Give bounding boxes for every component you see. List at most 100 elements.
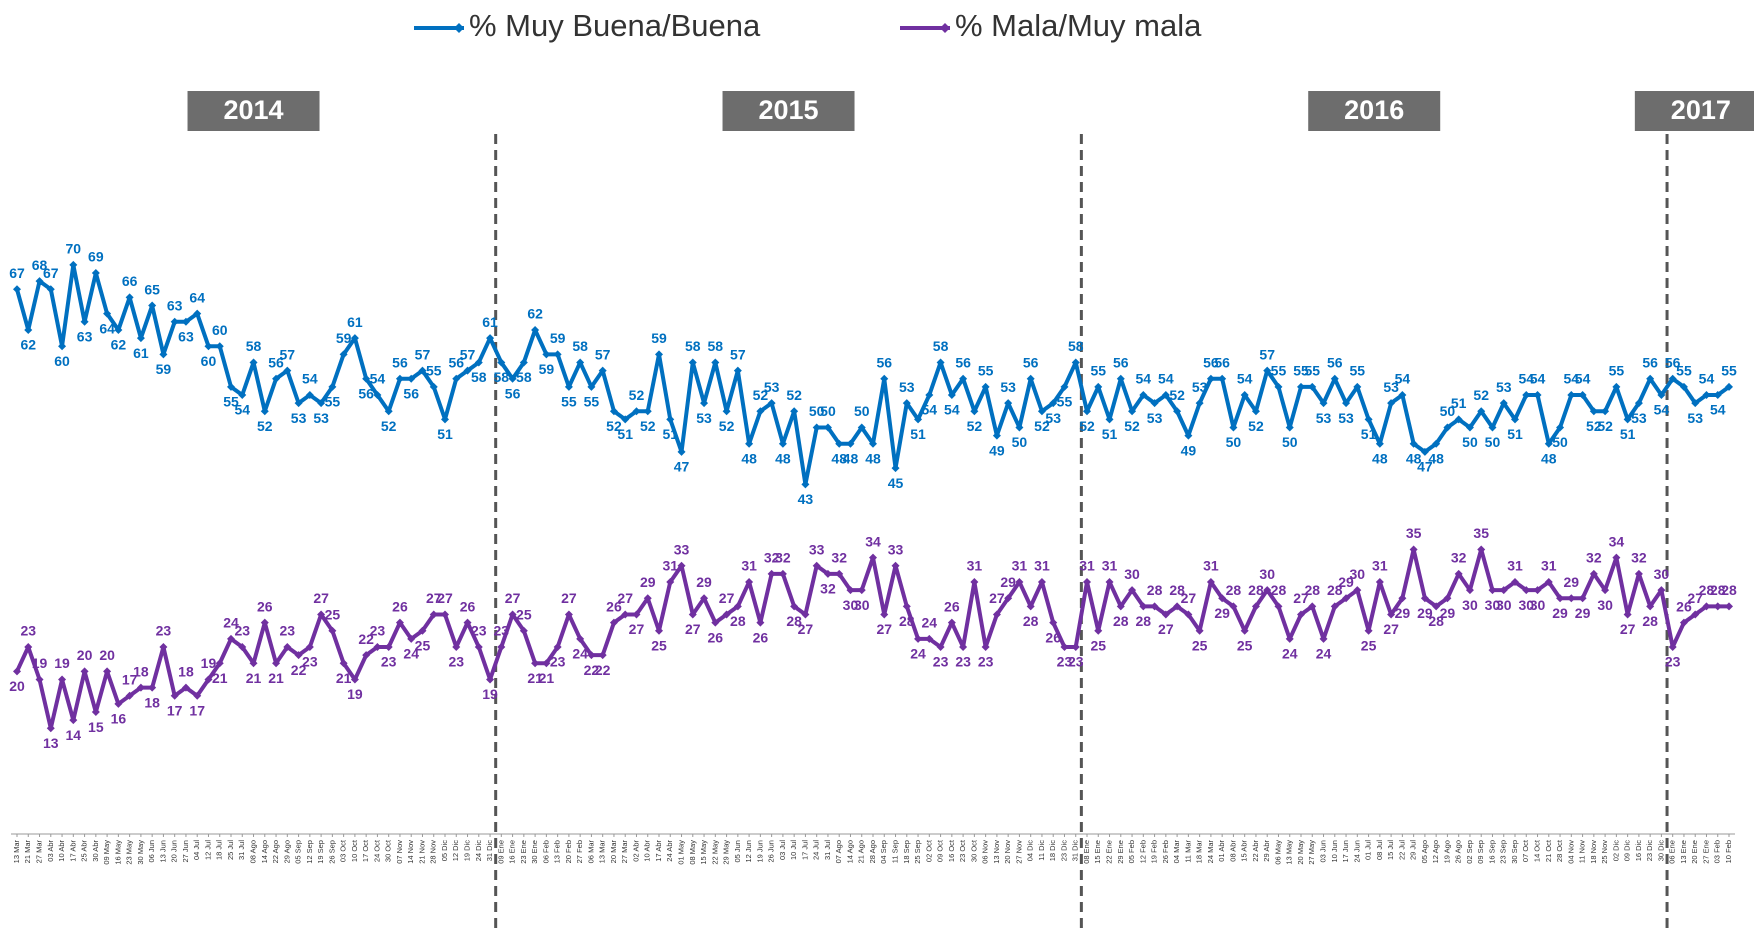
point-marker (103, 309, 112, 318)
point-marker (474, 358, 483, 367)
point-marker (970, 577, 979, 586)
point-marker (497, 358, 506, 367)
data-label: 57 (595, 346, 611, 362)
year-label: 2014 (223, 95, 283, 125)
data-label: 28 (1113, 613, 1129, 629)
point-marker (317, 610, 326, 619)
point-marker (1544, 577, 1553, 586)
point-marker (238, 643, 247, 652)
point-marker (429, 382, 438, 391)
x-tick-label: 18 Jul (215, 840, 224, 860)
data-label: 53 (1147, 410, 1163, 426)
x-tick-label: 29 Abr (1262, 840, 1271, 862)
x-tick-label: 22 Jul (1397, 840, 1406, 860)
data-label: 22 (584, 662, 600, 678)
point-marker (91, 708, 100, 717)
data-label: 31 (662, 558, 678, 574)
data-label: 24 (572, 646, 588, 662)
data-label: 23 (448, 654, 464, 670)
x-tick-label: 28 Nov (429, 840, 438, 864)
data-label: 26 (753, 629, 769, 645)
x-tick-label: 23 Dic (1645, 840, 1654, 862)
data-label: 28 (1147, 582, 1163, 598)
point-marker (857, 586, 866, 595)
data-label: 52 (1079, 418, 1095, 434)
point-marker (542, 350, 551, 359)
x-tick-label: 06 Mar (586, 839, 595, 863)
point-marker (328, 626, 337, 635)
x-tick-label: 23 May (125, 840, 134, 865)
point-marker (1128, 407, 1137, 416)
data-label: 30 (1124, 566, 1140, 582)
point-marker (688, 358, 697, 367)
x-tick-label: 07 Oct (1521, 839, 1530, 862)
point-marker (1195, 626, 1204, 635)
x-tick-label: 13 Jun (158, 840, 167, 863)
data-label: 32 (820, 581, 836, 597)
data-label: 52 (786, 387, 802, 403)
data-label: 50 (1012, 434, 1028, 450)
x-tick-label: 06 Jun (147, 840, 156, 863)
data-label: 31 (1541, 558, 1557, 574)
x-tick-label: 13 Nov (992, 840, 1001, 864)
point-marker (1646, 374, 1655, 383)
data-label: 31 (1507, 558, 1523, 574)
x-tick-label: 02 Oct (924, 839, 933, 862)
data-label: 31 (1012, 558, 1028, 574)
data-label: 31 (1372, 558, 1388, 574)
data-label: 59 (651, 330, 667, 346)
data-label: 61 (347, 314, 363, 330)
point-marker (902, 399, 911, 408)
point-marker (1060, 643, 1069, 652)
data-label: 19 (482, 686, 498, 702)
point-marker (1544, 439, 1553, 448)
data-label: 27 (1293, 590, 1309, 606)
data-label: 30 (1259, 566, 1275, 582)
x-tick-label: 21 Ago (857, 840, 866, 863)
point-marker (1477, 545, 1486, 554)
data-label: 55 (1090, 363, 1106, 379)
point-marker (1387, 610, 1396, 619)
data-label: 53 (1687, 410, 1703, 426)
x-tick-label: 23 Dic (1059, 840, 1068, 862)
data-label: 54 (944, 402, 960, 418)
point-marker (148, 301, 157, 310)
data-label: 57 (1259, 346, 1275, 362)
x-tick-label: 13 Feb (553, 840, 562, 863)
data-label: 27 (798, 621, 814, 637)
point-marker (362, 374, 371, 383)
legend-label: % Muy Buena/Buena (469, 8, 761, 43)
point-marker (1308, 382, 1317, 391)
data-label: 24 (922, 615, 938, 631)
data-label: 30 (1654, 566, 1670, 582)
data-label: 55 (426, 363, 442, 379)
x-tick-label: 21 Nov (417, 840, 426, 864)
data-label: 53 (1316, 410, 1332, 426)
point-marker (564, 610, 573, 619)
x-tick-label: 06 Nov (981, 840, 990, 864)
x-tick-label: 27 Mar (35, 839, 44, 863)
x-tick-label: 28 Ago (868, 840, 877, 863)
data-label: 45 (888, 475, 904, 491)
point-marker (1454, 415, 1463, 424)
data-label: 51 (910, 426, 926, 442)
data-label: 26 (944, 598, 960, 614)
data-label: 54 (1575, 371, 1591, 387)
point-marker (609, 407, 618, 416)
point-marker (1229, 423, 1238, 432)
data-label: 66 (122, 273, 138, 289)
x-tick-label: 16 Sep (1487, 840, 1496, 864)
x-tick-label: 22 Abr (1251, 840, 1260, 862)
point-marker (452, 374, 461, 383)
data-label: 23 (370, 623, 386, 639)
x-tick-label: 12 Feb (1138, 840, 1147, 863)
data-label: 47 (674, 459, 690, 475)
point-marker (362, 651, 371, 660)
data-label: 53 (313, 410, 329, 426)
data-label: 13 (43, 735, 59, 751)
data-label: 55 (1609, 363, 1625, 379)
point-marker (69, 260, 78, 269)
data-label: 19 (54, 655, 70, 671)
point-marker (531, 659, 540, 668)
